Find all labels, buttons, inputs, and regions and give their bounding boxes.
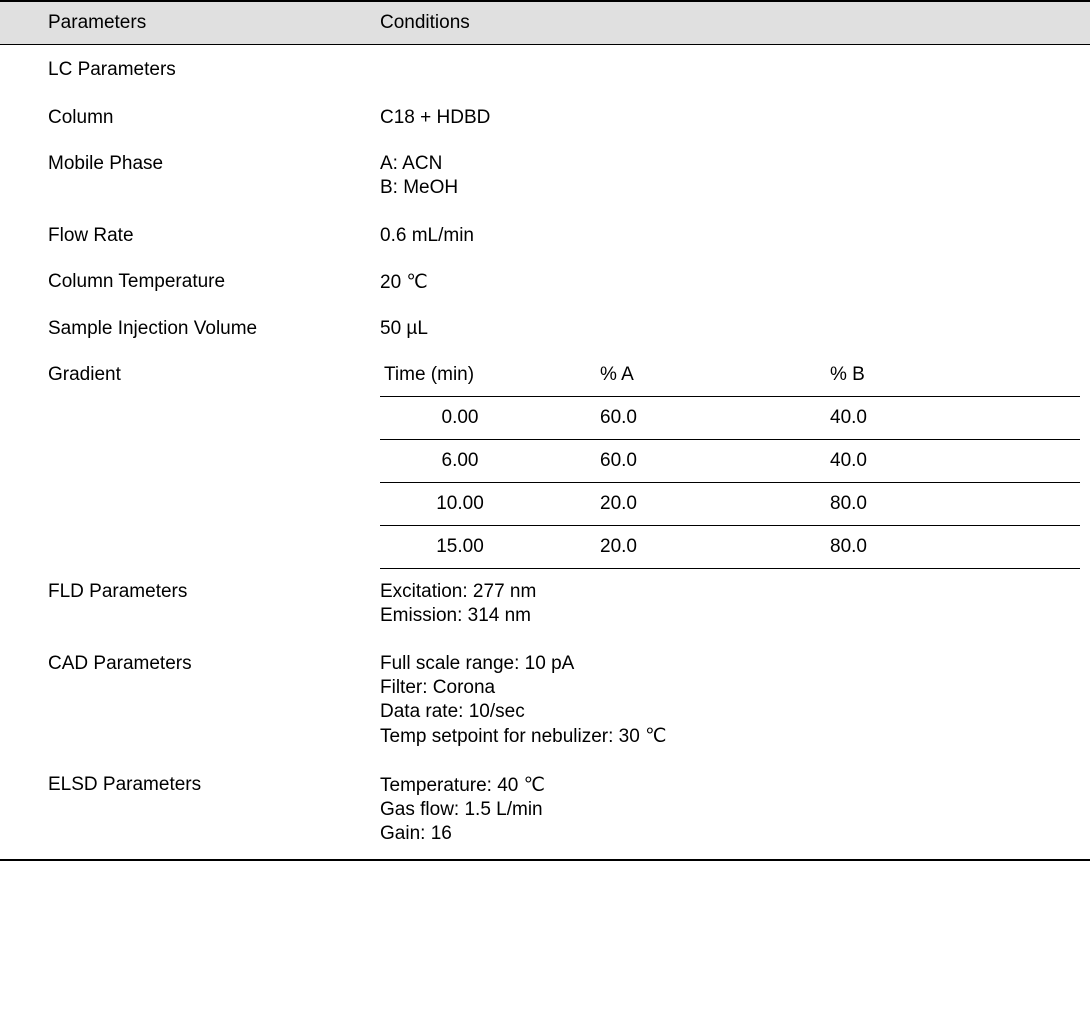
cad-filter: Filter: Corona	[380, 677, 1070, 701]
gradient-time: 0.00	[380, 407, 600, 429]
elsd-gain: Gain: 16	[380, 823, 1070, 847]
gradient-header-time: Time (min)	[380, 364, 600, 386]
parameters-table: Parameters Conditions LC Parameters Colu…	[0, 0, 1090, 861]
row-flow-rate: Flow Rate 0.6 mL/min	[0, 213, 1090, 259]
fld-excitation: Excitation: 277 nm	[380, 581, 1070, 605]
row-fld-parameters: FLD Parameters Excitation: 277 nm Emissi…	[0, 569, 1090, 641]
label-gradient: Gradient	[0, 364, 380, 569]
row-cad-parameters: CAD Parameters Full scale range: 10 pA F…	[0, 641, 1090, 762]
gradient-row: 6.00 60.0 40.0	[380, 440, 1080, 483]
value-mobile-phase: A: ACN B: MeOH	[380, 153, 1090, 201]
label-flow-rate: Flow Rate	[0, 225, 380, 247]
label-column: Column	[0, 107, 380, 129]
row-column: Column C18 + HDBD	[0, 95, 1090, 141]
label-elsd-parameters: ELSD Parameters	[0, 774, 380, 847]
gradient-row: 0.00 60.0 40.0	[380, 397, 1080, 440]
gradient-time: 15.00	[380, 536, 600, 558]
row-mobile-phase: Mobile Phase A: ACN B: MeOH	[0, 141, 1090, 213]
cad-range: Full scale range: 10 pA	[380, 653, 1070, 677]
table-header-row: Parameters Conditions	[0, 0, 1090, 45]
row-gradient: Gradient Time (min) % A % B 0.00 60.0 40…	[0, 352, 1090, 569]
gradient-header-pctA: % A	[600, 364, 830, 386]
gradient-pctA: 60.0	[600, 450, 830, 472]
cad-temp-setpoint: Temp setpoint for nebulizer: 30 ℃	[380, 725, 1070, 750]
gradient-row: 10.00 20.0 80.0	[380, 483, 1080, 526]
row-lc-parameters: LC Parameters	[0, 45, 1090, 95]
value-cad-parameters: Full scale range: 10 pA Filter: Corona D…	[380, 653, 1090, 750]
gradient-row: 15.00 20.0 80.0	[380, 526, 1080, 569]
gradient-table: Time (min) % A % B 0.00 60.0 40.0 6.00 6…	[380, 364, 1090, 569]
gradient-pctB: 40.0	[830, 450, 1080, 472]
value-column-temperature: 20 ℃	[380, 271, 1090, 294]
fld-emission: Emission: 314 nm	[380, 605, 1070, 629]
header-parameters: Parameters	[0, 2, 380, 44]
gradient-time: 6.00	[380, 450, 600, 472]
label-lc-parameters: LC Parameters	[0, 59, 380, 81]
mobile-phase-b: B: MeOH	[380, 177, 1070, 201]
gradient-header-row: Time (min) % A % B	[380, 364, 1080, 397]
header-conditions: Conditions	[380, 2, 1090, 44]
mobile-phase-a: A: ACN	[380, 153, 1070, 177]
row-elsd-parameters: ELSD Parameters Temperature: 40 ℃ Gas fl…	[0, 762, 1090, 859]
bottom-rule	[0, 859, 1090, 861]
label-cad-parameters: CAD Parameters	[0, 653, 380, 750]
cad-data-rate: Data rate: 10/sec	[380, 701, 1070, 725]
gradient-time: 10.00	[380, 493, 600, 515]
label-mobile-phase: Mobile Phase	[0, 153, 380, 201]
gradient-pctB: 80.0	[830, 493, 1080, 515]
gradient-header-pctB: % B	[830, 364, 1080, 386]
elsd-temperature: Temperature: 40 ℃	[380, 774, 1070, 799]
value-flow-rate: 0.6 mL/min	[380, 225, 1090, 247]
gradient-pctA: 60.0	[600, 407, 830, 429]
gradient-pctA: 20.0	[600, 536, 830, 558]
value-lc-parameters	[380, 59, 1090, 81]
gradient-pctA: 20.0	[600, 493, 830, 515]
value-column: C18 + HDBD	[380, 107, 1090, 129]
label-fld-parameters: FLD Parameters	[0, 581, 380, 629]
row-injection-volume: Sample Injection Volume 50 µL	[0, 306, 1090, 352]
value-fld-parameters: Excitation: 277 nm Emission: 314 nm	[380, 581, 1090, 629]
value-elsd-parameters: Temperature: 40 ℃ Gas flow: 1.5 L/min Ga…	[380, 774, 1090, 847]
gradient-pctB: 80.0	[830, 536, 1080, 558]
label-injection-volume: Sample Injection Volume	[0, 318, 380, 340]
elsd-gas-flow: Gas flow: 1.5 L/min	[380, 799, 1070, 823]
value-injection-volume: 50 µL	[380, 318, 1090, 340]
label-column-temperature: Column Temperature	[0, 271, 380, 294]
row-column-temperature: Column Temperature 20 ℃	[0, 259, 1090, 306]
gradient-pctB: 40.0	[830, 407, 1080, 429]
